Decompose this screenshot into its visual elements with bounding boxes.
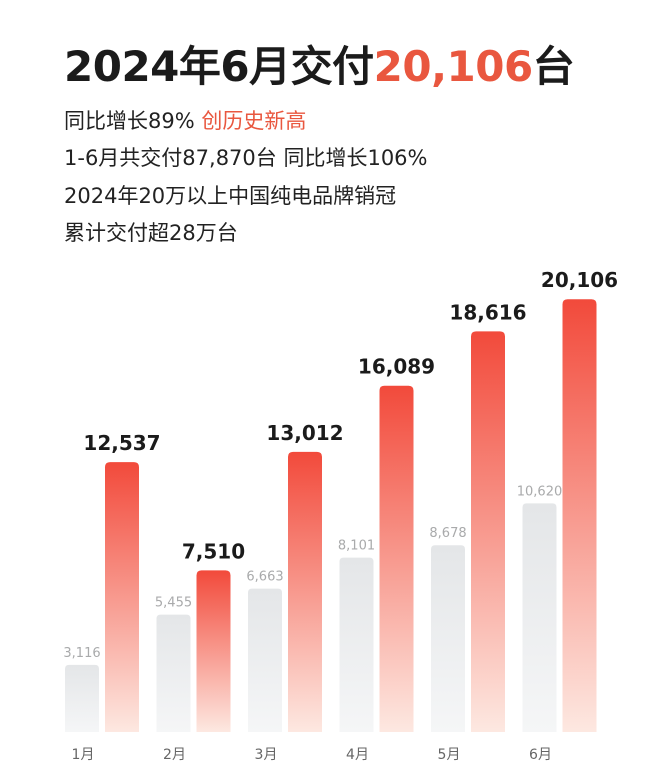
bar-current-year [288, 451, 322, 732]
summary-line-cumulative: 累计交付超28万台 [64, 220, 238, 245]
x-tick-label: 3月 [255, 747, 278, 763]
bar-current-year-label: 13,012 [266, 421, 343, 445]
bar-prior-year [248, 588, 282, 732]
x-tick-label: 6月 [529, 747, 552, 763]
bar-current-year [196, 570, 231, 732]
summary-line-ytd: 1-6月共交付87,870台 同比增长106% [64, 146, 428, 171]
page-title: 2024年6月交付20,106台 [64, 42, 575, 91]
bar-current-year-label: 16,089 [358, 355, 435, 379]
bar-prior-year-label: 8,101 [338, 539, 375, 554]
bar-current-year [379, 385, 414, 732]
bar-current-year-label: 7,510 [182, 539, 245, 563]
title-prefix: 2024年6月交付 [64, 42, 374, 91]
bar-prior-year-label: 5,455 [155, 596, 192, 611]
bar-prior-year [65, 664, 99, 732]
bar-prior-year-label: 3,116 [63, 646, 100, 661]
yoy-text: 同比增长89% [64, 109, 195, 133]
title-suffix: 台 [532, 42, 575, 91]
bar-prior-year [339, 557, 374, 732]
bar-prior-year-label: 10,620 [517, 484, 563, 499]
summary-line-yoy: 同比增长89% 创历史新高 [64, 108, 428, 134]
bar-current-year [471, 331, 505, 732]
bar-prior-year [156, 614, 191, 732]
record-high-text: 创历史新高 [201, 109, 307, 133]
bar-current-year [562, 299, 597, 732]
summary-line-brand: 2024年20万以上中国纯电品牌销冠 [64, 183, 397, 208]
x-tick-label: 5月 [438, 747, 461, 763]
summary-lines: 同比增长89% 创历史新高 1-6月共交付87,870台 同比增长106% 20… [64, 108, 428, 257]
bar-prior-year-label: 8,678 [429, 526, 466, 541]
bar-current-year-label: 20,106 [541, 268, 618, 292]
bar-current-year [105, 462, 139, 732]
title-number: 20,106 [373, 42, 534, 91]
bar-current-year-label: 18,616 [449, 300, 526, 324]
x-tick-label: 4月 [346, 747, 369, 763]
bar-current-year-label: 12,537 [83, 431, 160, 455]
bar-prior-year [522, 503, 557, 732]
x-tick-label: 2月 [163, 747, 186, 763]
bar-prior-year [431, 545, 465, 732]
x-tick-label: 1月 [72, 747, 95, 763]
bar-prior-year-label: 6,663 [246, 570, 283, 585]
